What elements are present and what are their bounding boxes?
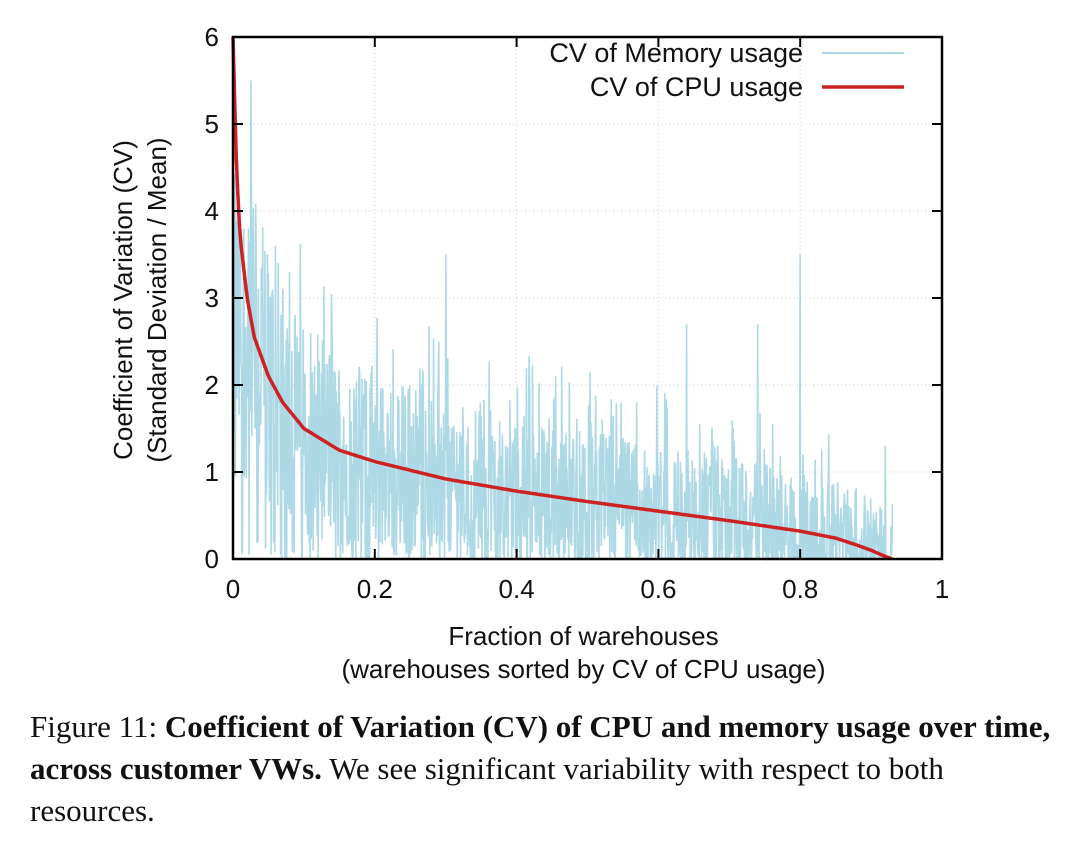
legend-label: CV of Memory usage bbox=[549, 38, 803, 68]
y-tick-label: 3 bbox=[205, 283, 219, 313]
caption-bold-title: Coefficient of Variation (CV) of CPU and… bbox=[30, 709, 1051, 786]
figure-caption: Figure 11: Coefficient of Variation (CV)… bbox=[30, 706, 1060, 832]
y-tick-label: 4 bbox=[205, 196, 219, 226]
caption-prefix: Figure 11: bbox=[30, 709, 165, 744]
x-tick-label: 0.2 bbox=[357, 574, 393, 604]
y-tick-label: 5 bbox=[205, 109, 219, 139]
cv-line-chart: 0 0.2 0.4 0.6 0.8 1 0 1 2 3 4 5 6 CV of Memory usage… bbox=[108, 22, 950, 684]
x-axis-sublabel: (warehouses sorted by CV of CPU usage) bbox=[341, 654, 825, 684]
y-tick-label: 6 bbox=[205, 22, 219, 52]
x-axis-label: Fraction of warehouses bbox=[448, 621, 718, 651]
y-axis-label: Coefficient of Variation (CV) bbox=[108, 140, 138, 460]
y-axis-sublabel: (Standard Deviation / Mean) bbox=[142, 137, 172, 462]
memory-series-layer bbox=[232, 80, 894, 563]
x-tick-label: 0.6 bbox=[640, 574, 676, 604]
x-tick-label: 0.4 bbox=[499, 574, 535, 604]
x-tick-label: 0 bbox=[226, 574, 240, 604]
axis-ticks: 0 0.2 0.4 0.6 0.8 1 0 1 2 3 4 5 6 bbox=[205, 22, 950, 604]
cpu-series-layer bbox=[231, 36, 893, 561]
plot-frame bbox=[231, 35, 944, 561]
legend: CV of Memory usage CV of CPU usage bbox=[549, 38, 904, 102]
legend-label: CV of CPU usage bbox=[590, 72, 803, 102]
y-tick-label: 1 bbox=[205, 457, 219, 487]
series-cpu-line bbox=[231, 36, 893, 561]
y-tick-label: 0 bbox=[205, 544, 219, 574]
x-tick-label: 0.8 bbox=[782, 574, 818, 604]
caption-body: We see significant variability with resp… bbox=[30, 751, 944, 828]
y-tick-label: 2 bbox=[205, 370, 219, 400]
series-memory-line bbox=[232, 80, 894, 563]
x-tick-label: 1 bbox=[935, 574, 949, 604]
